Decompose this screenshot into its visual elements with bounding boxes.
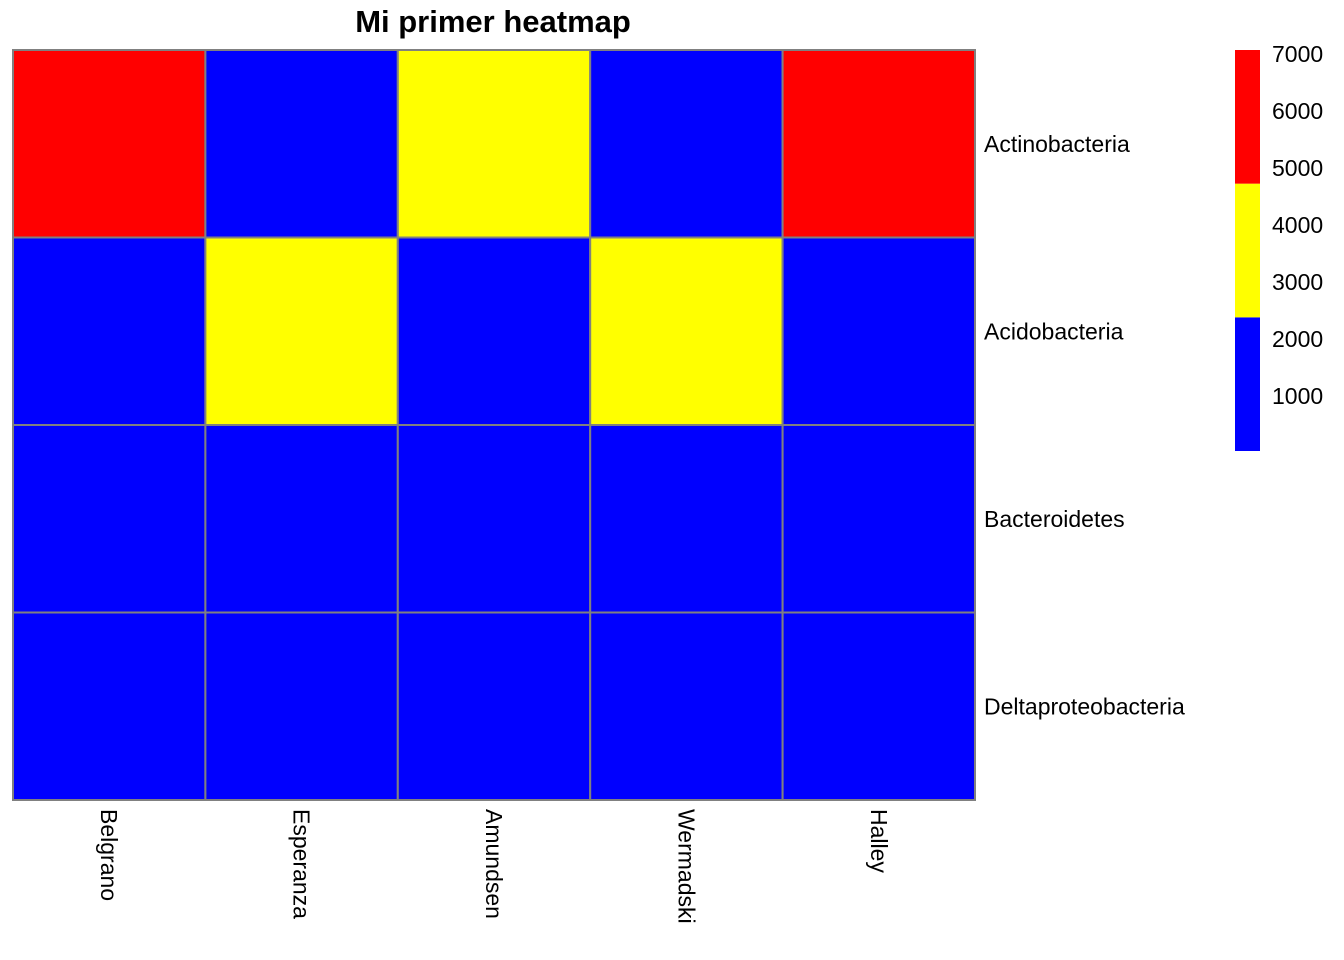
heatmap-cell [589, 611, 784, 801]
heatmap-cell [589, 424, 784, 614]
legend-tick-label: 5000 [1272, 155, 1323, 181]
legend-tick-label: 7000 [1272, 41, 1323, 67]
heatmap-cells [12, 49, 976, 801]
column-label: Esperanza [289, 809, 315, 919]
legend-tick-label: 1000 [1272, 383, 1323, 409]
column-label: Belgrano [96, 809, 122, 901]
column-labels: Belgrano Esperanza Amundsen Wermadski Halley [96, 809, 892, 924]
heatmap-cell [204, 49, 399, 239]
color-legend: 7000 6000 5000 4000 3000 2000 1000 [1235, 41, 1323, 451]
heatmap-cell [396, 611, 592, 801]
heatmap-cell [12, 611, 207, 801]
heatmap-cell [589, 236, 784, 426]
heatmap-cell [12, 236, 207, 426]
heatmap-cell [204, 236, 399, 426]
heatmap-cell [12, 49, 207, 239]
heatmap-cell [12, 424, 207, 614]
legend-tick-label: 2000 [1272, 326, 1323, 352]
column-label: Amundsen [481, 809, 507, 919]
heatmap-cell [204, 424, 399, 614]
column-label: Wermadski [673, 809, 699, 924]
heatmap-cell [781, 424, 976, 614]
heatmap-cell [781, 236, 976, 426]
column-label: Halley [866, 809, 892, 873]
legend-color-bin [1235, 50, 1260, 184]
heatmap-cell [396, 424, 592, 614]
row-label: Bacteroidetes [984, 506, 1125, 532]
heatmap-cell [396, 49, 592, 239]
legend-color-bin [1235, 317, 1260, 451]
heatmap-cell [781, 49, 976, 239]
row-labels: Actinobacteria Acidobacteria Bacteroidetes… [984, 131, 1185, 720]
heatmap-cell [589, 49, 784, 239]
row-label: Actinobacteria [984, 131, 1130, 157]
legend-tick-label: 3000 [1272, 269, 1323, 295]
heatmap-cell [204, 611, 399, 801]
row-label: Deltaproteobacteria [984, 693, 1185, 719]
legend-color-bin [1235, 183, 1260, 318]
row-label: Acidobacteria [984, 318, 1124, 344]
heatmap-cell [781, 611, 976, 801]
chart-title: Mi primer heatmap [355, 4, 631, 39]
legend-tick-label: 6000 [1272, 98, 1323, 124]
legend-tick-label: 4000 [1272, 212, 1323, 238]
heatmap-cell [396, 236, 592, 426]
